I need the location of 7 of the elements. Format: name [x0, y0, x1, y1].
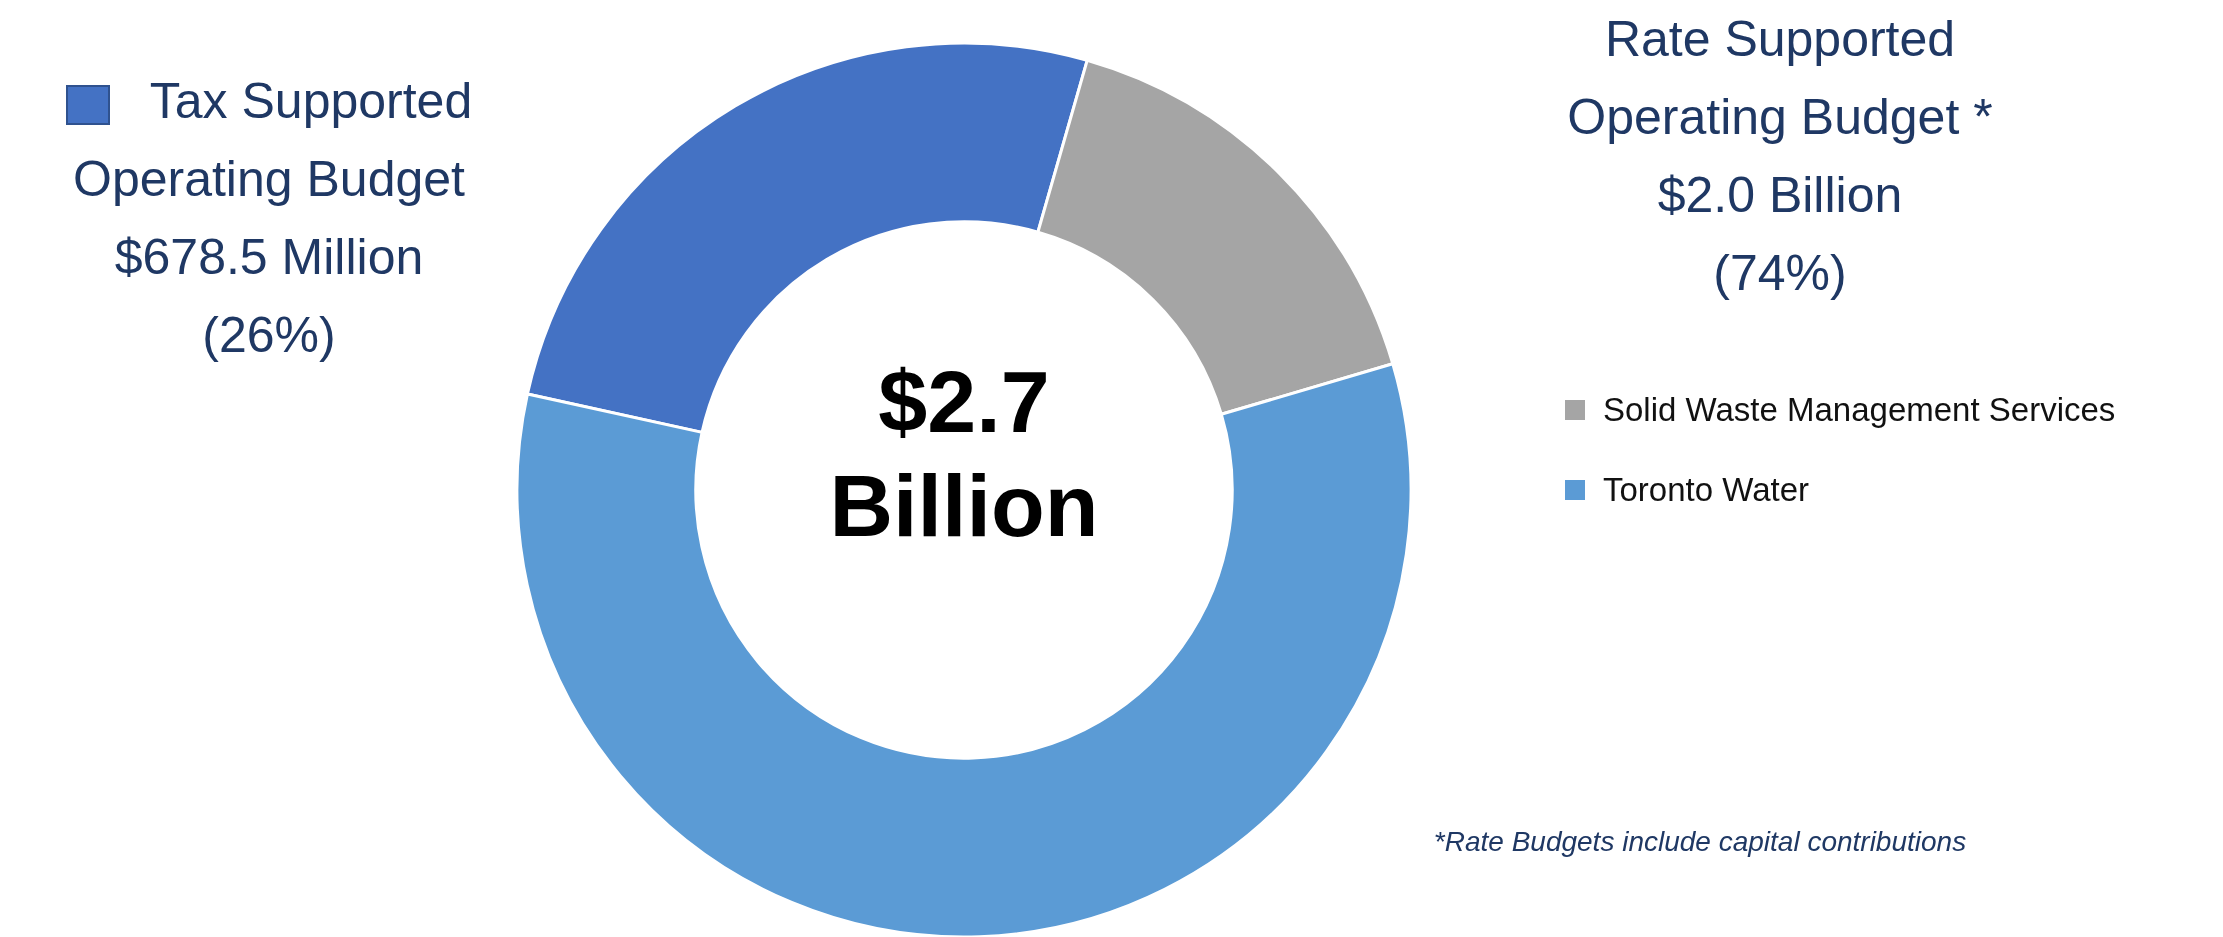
- legend-label: Tax Supported Operating Budget: [73, 73, 473, 207]
- text: Rate Supported Operating Budget * $2.0 Billion (74%): [1566, 10, 1994, 303]
- text: *Rate Budgets include capital contributions: [1432, 826, 1968, 858]
- legend-label: Toronto Water: [1602, 470, 1811, 510]
- text: $2.7 Billion: [828, 351, 1100, 557]
- text: $678.5 Million (26%): [114, 229, 424, 363]
- legend-label: Solid Waste Management Services: [1602, 390, 2116, 430]
